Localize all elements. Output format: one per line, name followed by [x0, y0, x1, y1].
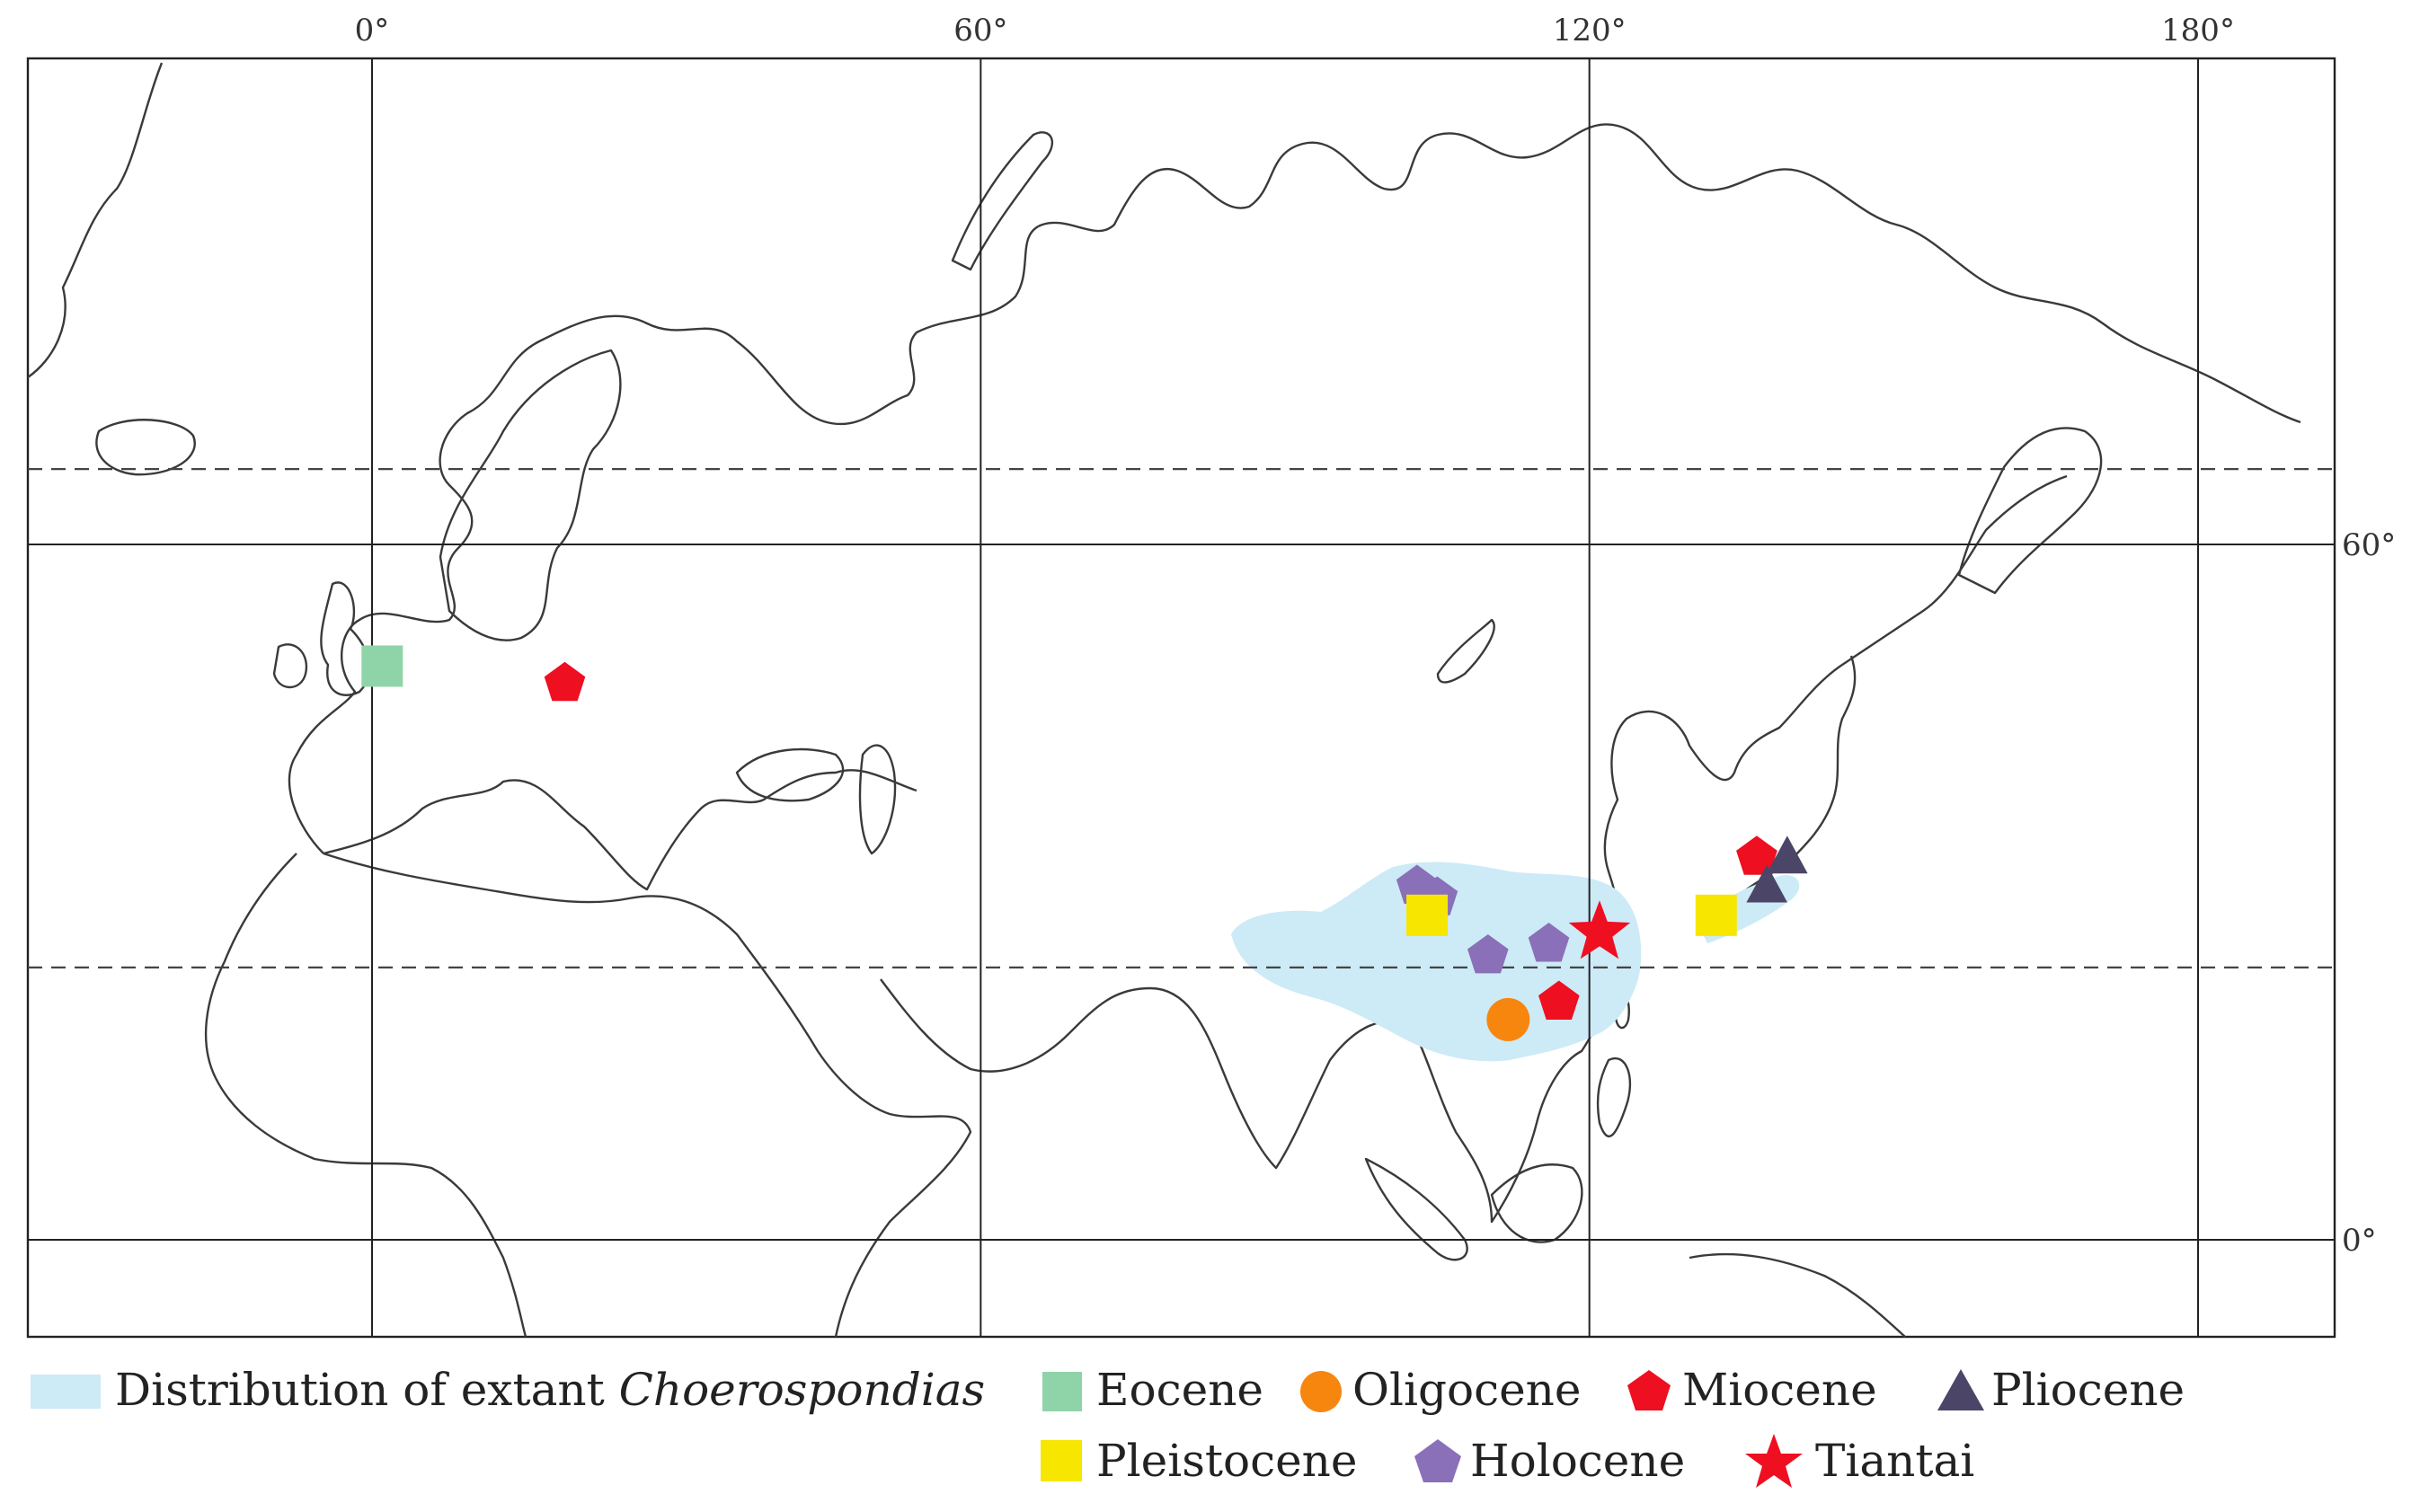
legend-label-eocene: Eocene [1096, 1364, 1263, 1416]
legend-label-distribution: Distribution of extant Choerospondias [115, 1364, 985, 1416]
longitude-label: 60° [953, 13, 1007, 49]
coast-kamchatka [1957, 427, 2103, 595]
coast-philippines [1596, 1057, 1632, 1137]
coast-sumatra [1364, 1157, 1468, 1261]
marker-oligocene [1486, 997, 1530, 1041]
graticule [28, 58, 2335, 1337]
distribution-china [1231, 862, 1642, 1062]
latitude-label: 0° [2342, 1223, 2377, 1259]
coast-greenland [27, 62, 164, 378]
legend-label-tiantai: Tiantai [1815, 1435, 1974, 1487]
marker-pliocene [1746, 864, 1787, 903]
coast-eurasia-north [288, 123, 2301, 854]
legend-label-holocene: Holocene [1470, 1435, 1685, 1487]
legend: Distribution of extant Choerospondias Eo… [31, 1364, 2185, 1488]
coast-japan [1698, 655, 1857, 935]
marker-pleistocene [1695, 894, 1737, 936]
coast-ireland [272, 643, 308, 689]
coast-arabia [880, 978, 1412, 1170]
coastlines [27, 62, 2301, 1338]
legend-label-oligocene: Oligocene [1352, 1364, 1581, 1416]
legend-swatch-miocene [1627, 1370, 1671, 1410]
coast-great-britain [320, 581, 371, 696]
coast-east-asia [1409, 474, 2068, 1224]
legend-label-pliocene: Pliocene [1991, 1364, 2185, 1416]
legend-label-pleistocene: Pleistocene [1096, 1435, 1357, 1487]
legend-swatch-tiantai [1745, 1434, 1803, 1488]
coast-lake-baikal [1436, 618, 1495, 684]
marker-pleistocene [1406, 894, 1449, 936]
latitude-label: 60° [2342, 527, 2396, 563]
legend-swatch-pliocene [1937, 1369, 1984, 1410]
coast-borneo [1490, 1163, 1583, 1243]
marker-eocene [361, 645, 403, 687]
legend-swatch-oligocene [1300, 1371, 1342, 1412]
coast-iceland [95, 419, 196, 476]
coast-black-sea [735, 747, 845, 802]
longitude-label: 0° [355, 13, 390, 49]
legend-label-miocene: Miocene [1682, 1364, 1877, 1416]
legend-swatch-eocene [1042, 1372, 1082, 1411]
legend-swatch-distribution [31, 1375, 101, 1409]
coast-novaya-zemlya [951, 131, 1053, 271]
coast-new-guinea [1689, 1252, 1906, 1338]
coast-scandinavia [439, 349, 622, 641]
longitude-label: 120° [1553, 13, 1627, 49]
marker-holocene [1528, 923, 1570, 962]
map-frame [26, 57, 2336, 1339]
marker-holocene [1467, 934, 1509, 974]
legend-swatch-holocene [1414, 1439, 1461, 1482]
marker-tiantai [1568, 900, 1631, 959]
marker-pliocene [1767, 836, 1808, 874]
fossil-localities [361, 645, 1808, 1041]
legend-swatch-pleistocene [1041, 1440, 1082, 1481]
coast-europe-south [323, 769, 918, 891]
marker-miocene [1538, 980, 1580, 1020]
coast-caspian-sea [858, 744, 897, 855]
longitude-labels: 0° 60° 120° 180° [355, 13, 2235, 49]
coast-africa [204, 853, 527, 1338]
coast-africa-north [323, 852, 972, 1338]
marker-miocene [544, 661, 586, 702]
latitude-labels: 60° 0° [2342, 527, 2396, 1259]
longitude-label: 180° [2161, 13, 2235, 49]
